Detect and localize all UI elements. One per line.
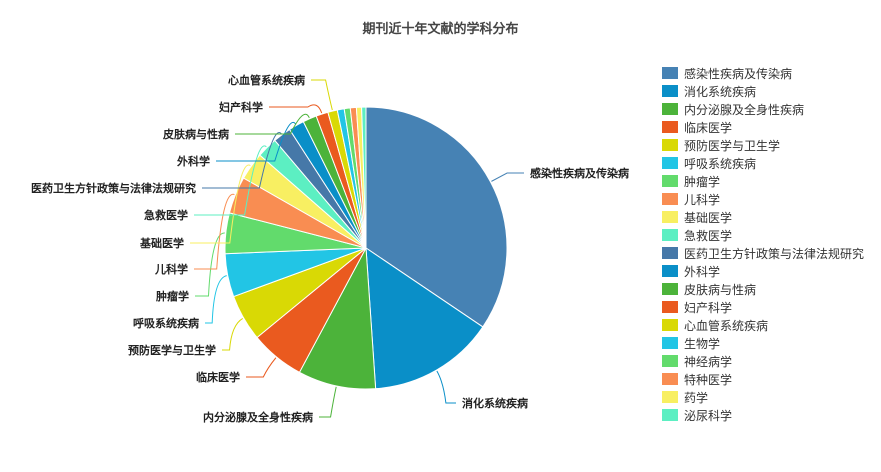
legend-swatch — [662, 373, 678, 385]
callout-label-7: 儿科学 — [154, 262, 188, 276]
legend-item-5[interactable]: 呼吸系统疾病 — [662, 154, 864, 172]
callout-label-2: 内分泌腺及全身性疾病 — [203, 410, 313, 424]
legend-label: 泌尿科学 — [684, 408, 733, 423]
callout-label-14: 心血管系统疾病 — [228, 73, 305, 87]
legend-item-16[interactable]: 神经病学 — [662, 352, 864, 370]
callout-line-13 — [269, 104, 323, 114]
callout-label-6: 肿瘤学 — [156, 289, 189, 303]
legend-item-0[interactable]: 感染性疾病及传染病 — [662, 64, 864, 82]
legend-swatch — [662, 319, 678, 331]
legend-item-17[interactable]: 特种医学 — [662, 370, 864, 388]
legend-item-14[interactable]: 心血管系统疾病 — [662, 316, 864, 334]
legend-label: 消化系统疾病 — [684, 84, 757, 99]
legend-swatch — [662, 121, 678, 133]
legend-item-13[interactable]: 妇产科学 — [662, 298, 864, 316]
legend-swatch — [662, 391, 678, 403]
callout-line-14 — [311, 79, 333, 111]
callout-label-12: 皮肤病与性病 — [162, 127, 229, 141]
callout-label-0: 感染性疾病及传染病 — [530, 166, 629, 180]
legend-label: 神经病学 — [684, 354, 733, 369]
callout-line-9 — [194, 145, 267, 216]
legend-item-12[interactable]: 皮肤病与性病 — [662, 280, 864, 298]
legend-swatch — [662, 355, 678, 367]
legend-swatch — [662, 85, 678, 97]
legend-item-3[interactable]: 临床医学 — [662, 118, 864, 136]
legend-item-19[interactable]: 泌尿科学 — [662, 406, 864, 424]
pie-slice-0[interactable] — [365, 106, 508, 328]
legend-item-11[interactable]: 外科学 — [662, 262, 864, 280]
legend-swatch — [662, 229, 678, 241]
callout-label-9: 急救医学 — [144, 208, 188, 222]
legend-swatch — [662, 157, 678, 169]
callout-line-4 — [222, 318, 243, 351]
legend-swatch — [662, 139, 678, 151]
legend-swatch — [662, 211, 678, 223]
callout-line-6 — [195, 232, 225, 297]
legend-label: 肿瘤学 — [684, 174, 721, 189]
legend-swatch — [662, 301, 678, 313]
legend-item-6[interactable]: 肿瘤学 — [662, 172, 864, 190]
legend-label: 心血管系统疾病 — [684, 318, 769, 333]
legend-label: 妇产科学 — [684, 300, 733, 315]
legend-label: 呼吸系统疾病 — [684, 156, 757, 171]
legend-swatch — [662, 67, 678, 79]
legend-swatch — [662, 283, 678, 295]
legend-label: 基础医学 — [684, 210, 733, 225]
legend-label: 皮肤病与性病 — [684, 282, 757, 297]
legend-item-4[interactable]: 预防医学与卫生学 — [662, 136, 864, 154]
legend-item-2[interactable]: 内分泌腺及全身性疾病 — [662, 100, 864, 118]
callout-line-5 — [205, 275, 227, 324]
callout-label-13: 妇产科学 — [218, 100, 263, 114]
legend-label: 内分泌腺及全身性疾病 — [684, 102, 805, 117]
chart-title: 期刊近十年文献的学科分布 — [362, 22, 519, 37]
legend-label: 生物学 — [684, 336, 721, 351]
callout-line-0 — [491, 172, 524, 182]
legend-swatch — [662, 247, 678, 259]
legend-item-9[interactable]: 急救医学 — [662, 226, 864, 244]
legend-label: 感染性疾病及传染病 — [684, 66, 793, 81]
legend-swatch — [662, 103, 678, 115]
legend-swatch — [662, 337, 678, 349]
legend-item-15[interactable]: 生物学 — [662, 334, 864, 352]
legend-swatch — [662, 265, 678, 277]
callout-line-11 — [216, 122, 297, 162]
callout-label-1: 消化系统疾病 — [462, 396, 528, 410]
callout-label-3: 临床医学 — [196, 370, 240, 384]
legend-label: 特种医学 — [684, 372, 733, 387]
legend: 感染性疾病及传染病 消化系统疾病内分泌腺及全身性疾病 临床医学预防医学与卫生学 呼吸系… — [662, 64, 864, 424]
legend-swatch — [662, 193, 678, 205]
callout-line-1 — [436, 370, 456, 404]
callout-line-3 — [246, 357, 277, 378]
pie-slice-1[interactable] — [365, 247, 484, 390]
pie-slice-19[interactable] — [361, 106, 367, 249]
legend-label: 临床医学 — [684, 120, 733, 135]
legend-label: 急救医学 — [684, 228, 733, 243]
callout-line-8 — [190, 164, 251, 244]
legend-label: 药学 — [684, 390, 709, 405]
legend-label: 儿科学 — [684, 192, 721, 207]
legend-swatch — [662, 409, 678, 421]
legend-item-18[interactable]: 药学 — [662, 388, 864, 406]
callout-label-11: 外科学 — [176, 154, 210, 168]
legend-item-8[interactable]: 基础医学 — [662, 208, 864, 226]
legend-label: 预防医学与卫生学 — [684, 138, 781, 153]
callout-label-5: 呼吸系统疾病 — [133, 316, 199, 330]
legend-item-1[interactable]: 消化系统疾病 — [662, 82, 864, 100]
callout-label-8: 基础医学 — [139, 236, 184, 250]
callout-line-2 — [319, 386, 337, 418]
callout-line-12 — [235, 113, 310, 135]
callout-label-10: 医药卫生方针政策与法律法规研究 — [31, 181, 196, 195]
callout-line-10 — [202, 132, 282, 189]
legend-swatch — [662, 175, 678, 187]
callout-label-4: 预防医学与卫生学 — [128, 343, 216, 357]
legend-label: 医药卫生方针政策与法律法规研究 — [684, 246, 865, 261]
legend-item-7[interactable]: 儿科学 — [662, 190, 864, 208]
legend-item-10[interactable]: 医药卫生方针政策与法律法规研究 — [662, 244, 864, 262]
legend-label: 外科学 — [684, 264, 721, 279]
